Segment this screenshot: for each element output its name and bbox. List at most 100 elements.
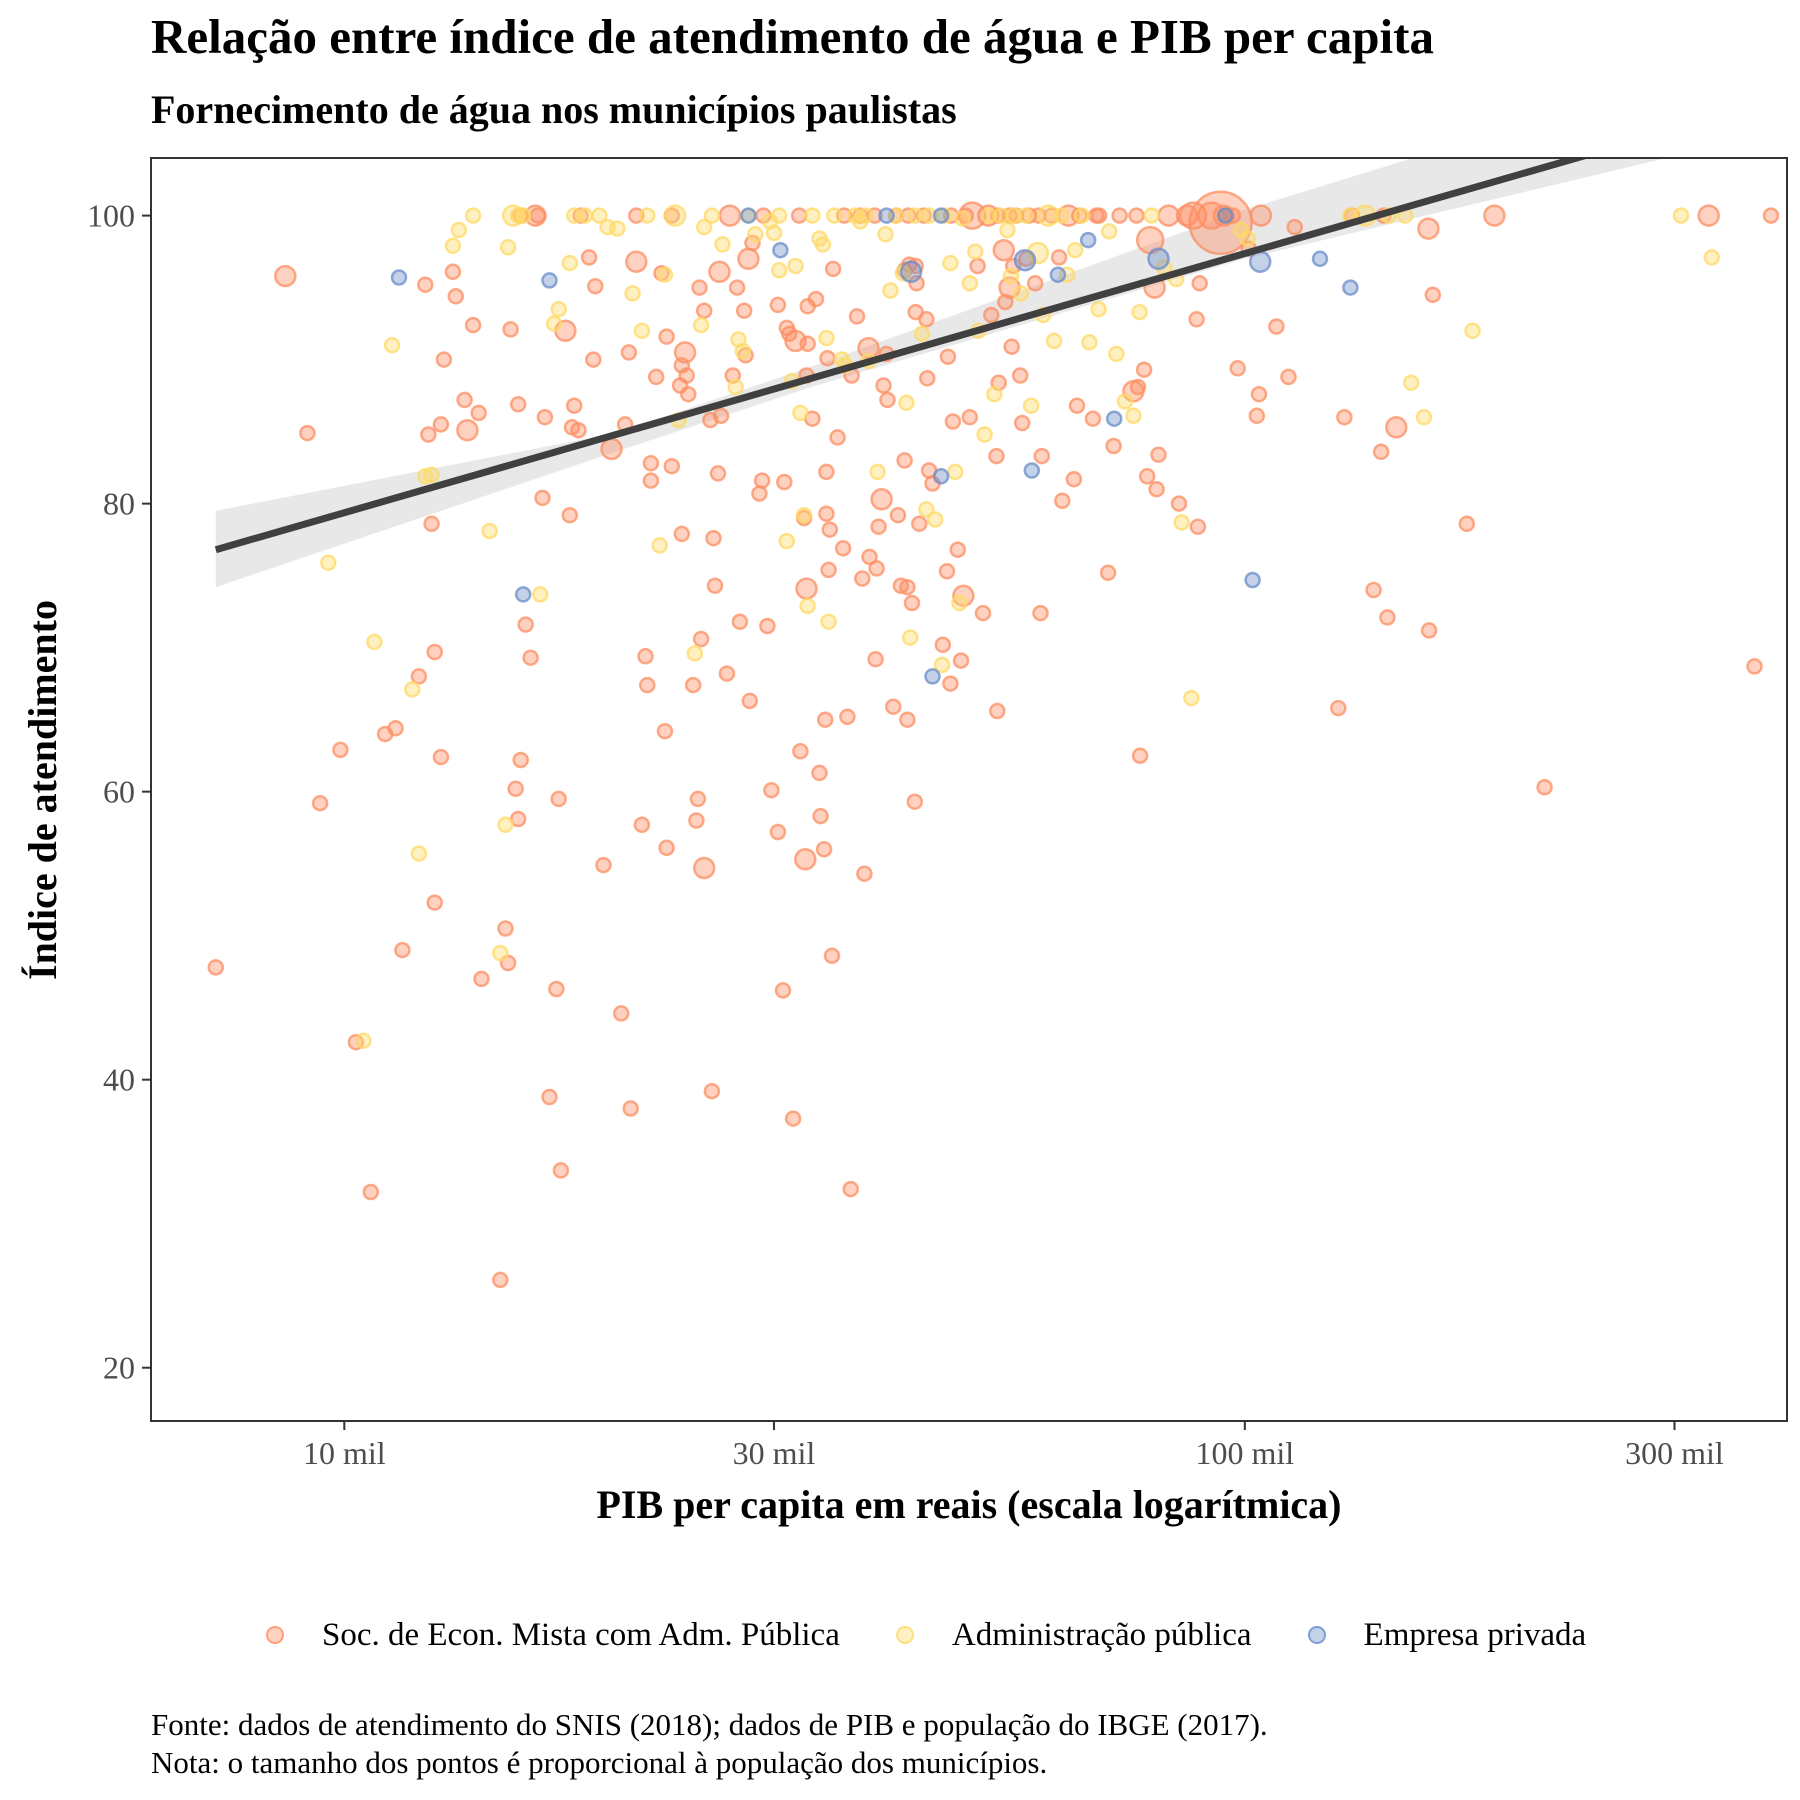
data-point [450, 221, 468, 239]
legend-item-administracao[interactable]: Administração pública [880, 1610, 1252, 1660]
data-point [792, 743, 809, 760]
data-point [882, 282, 899, 299]
data-point [1536, 779, 1553, 796]
data-point [753, 472, 771, 489]
data-point [1244, 571, 1261, 589]
data-point [901, 629, 919, 646]
data-point [1116, 393, 1134, 410]
data-point [633, 322, 651, 340]
data-point [423, 515, 440, 533]
data-point [842, 1180, 859, 1198]
data-point [1379, 609, 1396, 626]
data-point [536, 408, 554, 426]
data-point [834, 540, 852, 557]
data-point [680, 385, 697, 403]
data-point [591, 207, 608, 224]
legend-swatch [1307, 1626, 1326, 1644]
data-point [983, 306, 1000, 324]
data-point [580, 249, 598, 266]
data-point [1216, 207, 1234, 224]
data-point [423, 466, 440, 484]
data-point [1286, 218, 1303, 236]
legend-item-privada[interactable]: Empresa privada [1292, 1610, 1586, 1660]
legend-item-mista[interactable]: Soc. de Econ. Mista com Adm. Pública [250, 1610, 840, 1660]
data-point [787, 257, 804, 275]
legend-label-mista: Soc. de Econ. Mista com Adm. Pública [322, 1616, 840, 1653]
data-point [868, 560, 885, 577]
data-point [1464, 322, 1481, 340]
data-point [820, 561, 837, 579]
data-point [624, 285, 641, 302]
data-point [320, 554, 337, 571]
data-point [920, 207, 938, 224]
data-point [1065, 470, 1083, 488]
caption-note: Nota: o tamanho dos pontos é proporciona… [151, 1745, 1048, 1780]
data-point [1105, 410, 1123, 427]
data-point [705, 529, 722, 547]
data-point [889, 506, 907, 524]
data-point [957, 201, 987, 230]
data-point [856, 865, 873, 882]
data-point [1037, 204, 1060, 227]
data-point [740, 207, 757, 224]
data-point [394, 941, 411, 959]
data-point [731, 613, 749, 630]
data-point [410, 845, 428, 862]
data-point [541, 1088, 558, 1106]
data-point [509, 207, 527, 224]
data-point [1050, 249, 1068, 266]
data-point [497, 920, 514, 937]
data-point [502, 321, 519, 338]
data-point [1049, 266, 1067, 283]
data-point [663, 457, 681, 475]
data-point [799, 335, 816, 353]
data-point [1311, 250, 1329, 268]
data-point [550, 790, 567, 808]
data-point [1011, 367, 1029, 384]
data-point [417, 276, 434, 293]
data-point [656, 266, 674, 283]
data-point [986, 385, 1003, 403]
data-point [1420, 622, 1438, 639]
data-point [867, 650, 884, 668]
data-point [734, 342, 752, 360]
points-layer [207, 190, 1780, 1289]
data-point [703, 207, 721, 224]
data-point [706, 577, 724, 594]
data-point [899, 260, 923, 284]
data-point [432, 416, 450, 433]
data-point [1013, 248, 1037, 272]
data-point [561, 506, 579, 524]
data-point [819, 349, 836, 367]
data-point [207, 959, 225, 976]
data-point [848, 308, 866, 325]
data-point [947, 463, 964, 481]
data-point [826, 207, 843, 224]
data-point [456, 418, 479, 442]
x-axis: 10 mil 30 mil 100 mil 300 mil [303, 1421, 1724, 1471]
data-point [332, 741, 349, 759]
data-point [658, 328, 675, 345]
y-axis-title: Índice de atendimento [20, 600, 65, 980]
x-tick-label: 10 mil [303, 1435, 386, 1471]
data-point [870, 518, 887, 535]
data-point [759, 617, 776, 635]
data-point [692, 630, 710, 648]
data-point [1003, 338, 1020, 355]
data-point [1108, 345, 1125, 363]
data-point [903, 594, 921, 612]
x-tick-label: 30 mil [733, 1435, 816, 1471]
y-axis: 20 40 60 80 100 [87, 198, 151, 1386]
data-point [703, 1082, 721, 1100]
data-point [799, 597, 816, 615]
caption: Fonte: dados de atendimento do SNIS (201… [151, 1706, 1268, 1782]
data-point [550, 300, 567, 318]
data-point [509, 396, 527, 413]
data-point [387, 720, 404, 737]
data-point [517, 616, 534, 633]
data-point [1079, 231, 1097, 249]
data-point [464, 316, 482, 334]
data-point [1018, 250, 1035, 268]
data-point [695, 218, 713, 236]
data-point [735, 302, 753, 319]
